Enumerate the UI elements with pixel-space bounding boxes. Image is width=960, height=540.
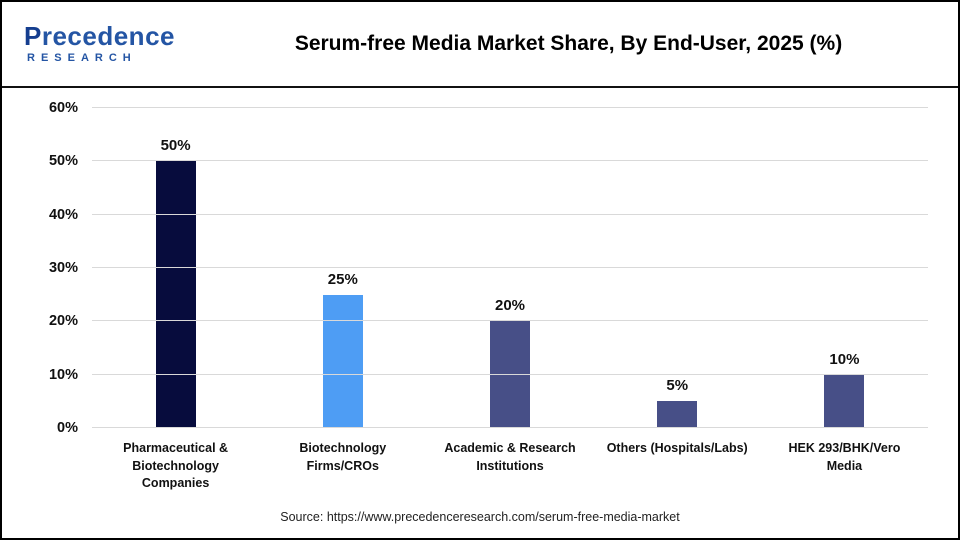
logo-wordmark: Precedence xyxy=(24,21,175,52)
bar-value-label: 10% xyxy=(829,350,860,368)
precedence-research-logo: Precedence RESEARCH xyxy=(24,21,219,65)
y-axis-tick-label: 10% xyxy=(48,366,78,383)
category-label: Biotechnology Firms/CROs xyxy=(259,440,426,493)
gridline xyxy=(92,107,928,108)
category-label-line: Media xyxy=(826,458,863,473)
category-label-line: HEK 293/BHK/Vero xyxy=(788,441,901,455)
category-label-line: Institutions xyxy=(476,458,544,473)
gridline xyxy=(92,213,928,215)
category-label-line: Pharmaceutical & xyxy=(123,441,229,455)
category-label-line: Firms/CROs xyxy=(306,458,379,473)
category-label-line: Others (Hospitals/Labs) xyxy=(606,441,748,455)
gridline xyxy=(92,373,928,375)
bar-value-label: 20% xyxy=(494,297,526,315)
category-label-line: Biotechnology xyxy=(299,441,387,455)
logo-subtitle: RESEARCH xyxy=(27,52,137,65)
category-label-line: Companies xyxy=(141,476,210,490)
gridline xyxy=(92,160,928,162)
category-label: Others (Hospitals/Labs) xyxy=(594,440,761,493)
bar-group-3: 20% xyxy=(426,108,593,428)
category-label: Academic & Research Institutions xyxy=(426,440,593,493)
gridline xyxy=(92,267,928,268)
y-axis-tick-label: 40% xyxy=(48,206,78,223)
bar-value-label: 50% xyxy=(160,137,191,155)
y-axis-tick-label: 50% xyxy=(48,153,78,170)
y-axis-tick-label: 0% xyxy=(57,420,78,436)
bar xyxy=(824,374,865,428)
category-label: Pharmaceutical & Biotechnology Companies xyxy=(92,440,259,493)
y-axis-tick-label: 20% xyxy=(48,313,78,330)
category-label-line: Biotechnology xyxy=(132,458,219,473)
bar-value-label: 25% xyxy=(327,270,358,288)
header: Precedence RESEARCH Serum-free Media Mar… xyxy=(2,2,958,88)
gridline xyxy=(92,427,928,428)
bar-group-1: 50% xyxy=(92,108,259,428)
category-label-line: Academic & Research xyxy=(444,441,576,455)
bar xyxy=(322,294,363,428)
bar xyxy=(490,321,530,428)
plot-area: 50% 25% 20% 5% 10% xyxy=(92,107,928,428)
x-axis-labels: Pharmaceutical & Biotechnology Companies Bi… xyxy=(92,440,928,493)
source-text: Source: https://www.precedenceresearch.c… xyxy=(280,510,680,524)
category-label: HEK 293/BHK/Vero Media xyxy=(761,440,928,493)
y-axis: 0% 10% 20% 30% 40% 50% 60% xyxy=(2,100,92,436)
bar xyxy=(657,401,698,428)
bar-group-2: 25% xyxy=(259,108,426,428)
bar-group-5: 10% xyxy=(761,108,928,428)
bar-group-4: 5% xyxy=(594,108,761,428)
y-axis-tick-label: 30% xyxy=(48,260,78,276)
y-axis-tick-label: 60% xyxy=(48,100,78,116)
gridline xyxy=(92,320,928,322)
bar xyxy=(155,161,196,428)
bar-chart: 0% 10% 20% 30% 40% 50% 60% 50% 25% 20% 5% 10% Phar… xyxy=(2,88,958,504)
chart-title: Serum-free Media Market Share, By End-Us… xyxy=(294,32,843,55)
bar-value-label: 5% xyxy=(666,377,689,395)
plot-row: 0% 10% 20% 30% 40% 50% 60% 50% 25% 20% 5% 10% xyxy=(2,100,928,436)
bar-columns: 50% 25% 20% 5% 10% xyxy=(92,108,928,428)
